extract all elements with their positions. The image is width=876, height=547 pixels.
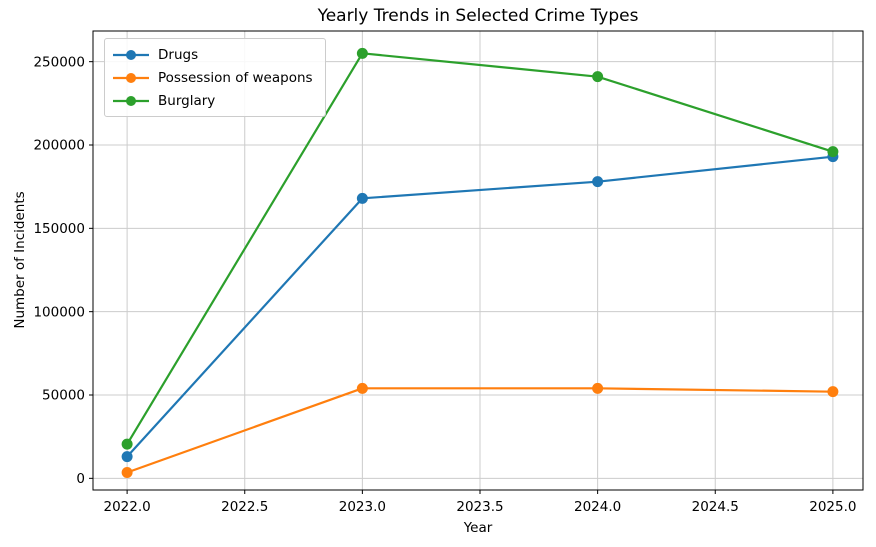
x-tick-label: 2024.5 bbox=[692, 499, 739, 515]
x-tick-label: 2022.5 bbox=[221, 499, 268, 515]
data-point-possession-of-weapons bbox=[592, 382, 604, 394]
legend-label: Burglary bbox=[158, 92, 216, 109]
data-point-drugs bbox=[592, 176, 604, 188]
series-line-burglary bbox=[126, 52, 834, 445]
data-point-possession-of-weapons bbox=[827, 386, 839, 398]
y-tick-label: 100000 bbox=[33, 304, 85, 320]
data-point-burglary bbox=[356, 47, 368, 59]
data-point-drugs bbox=[121, 451, 133, 463]
legend-label: Drugs bbox=[158, 46, 199, 63]
y-tick-label: 250000 bbox=[33, 54, 85, 70]
data-point-burglary bbox=[592, 71, 604, 83]
legend-marker-icon bbox=[113, 49, 149, 60]
y-tick-label: 0 bbox=[76, 471, 85, 487]
data-point-burglary bbox=[121, 438, 133, 450]
x-tick-label: 2023.0 bbox=[339, 499, 386, 515]
data-point-burglary bbox=[827, 146, 839, 158]
x-tick-label: 2022.0 bbox=[103, 499, 150, 515]
x-axis-label: Year bbox=[463, 520, 493, 536]
legend-marker-icon bbox=[113, 95, 149, 106]
y-tick-label: 200000 bbox=[33, 138, 85, 154]
y-axis-label: Number of Incidents bbox=[12, 191, 28, 329]
legend-label: Possession of weapons bbox=[158, 69, 313, 86]
chart-title: Yearly Trends in Selected Crime Types bbox=[317, 6, 639, 26]
y-tick-label: 150000 bbox=[33, 221, 85, 237]
series-line-drugs bbox=[126, 155, 834, 458]
data-point-drugs bbox=[356, 192, 368, 204]
legend-item-drugs: Drugs bbox=[113, 43, 313, 66]
legend: Drugs Possession of weapons Burglary bbox=[104, 38, 326, 117]
x-tick-label: 2024.0 bbox=[574, 499, 621, 515]
x-tick-label: 2023.5 bbox=[456, 499, 503, 515]
data-point-possession-of-weapons bbox=[356, 382, 368, 394]
legend-marker-icon bbox=[113, 72, 149, 83]
axes-spines bbox=[92, 30, 864, 491]
data-point-possession-of-weapons bbox=[121, 467, 133, 478]
x-tick-label: 2025.0 bbox=[809, 499, 856, 515]
series-line-possession-of-weapons bbox=[126, 387, 833, 474]
legend-item-burglary: Burglary bbox=[113, 89, 313, 112]
legend-item-possession-of-weapons: Possession of weapons bbox=[113, 66, 313, 89]
y-tick-label: 50000 bbox=[42, 388, 85, 404]
